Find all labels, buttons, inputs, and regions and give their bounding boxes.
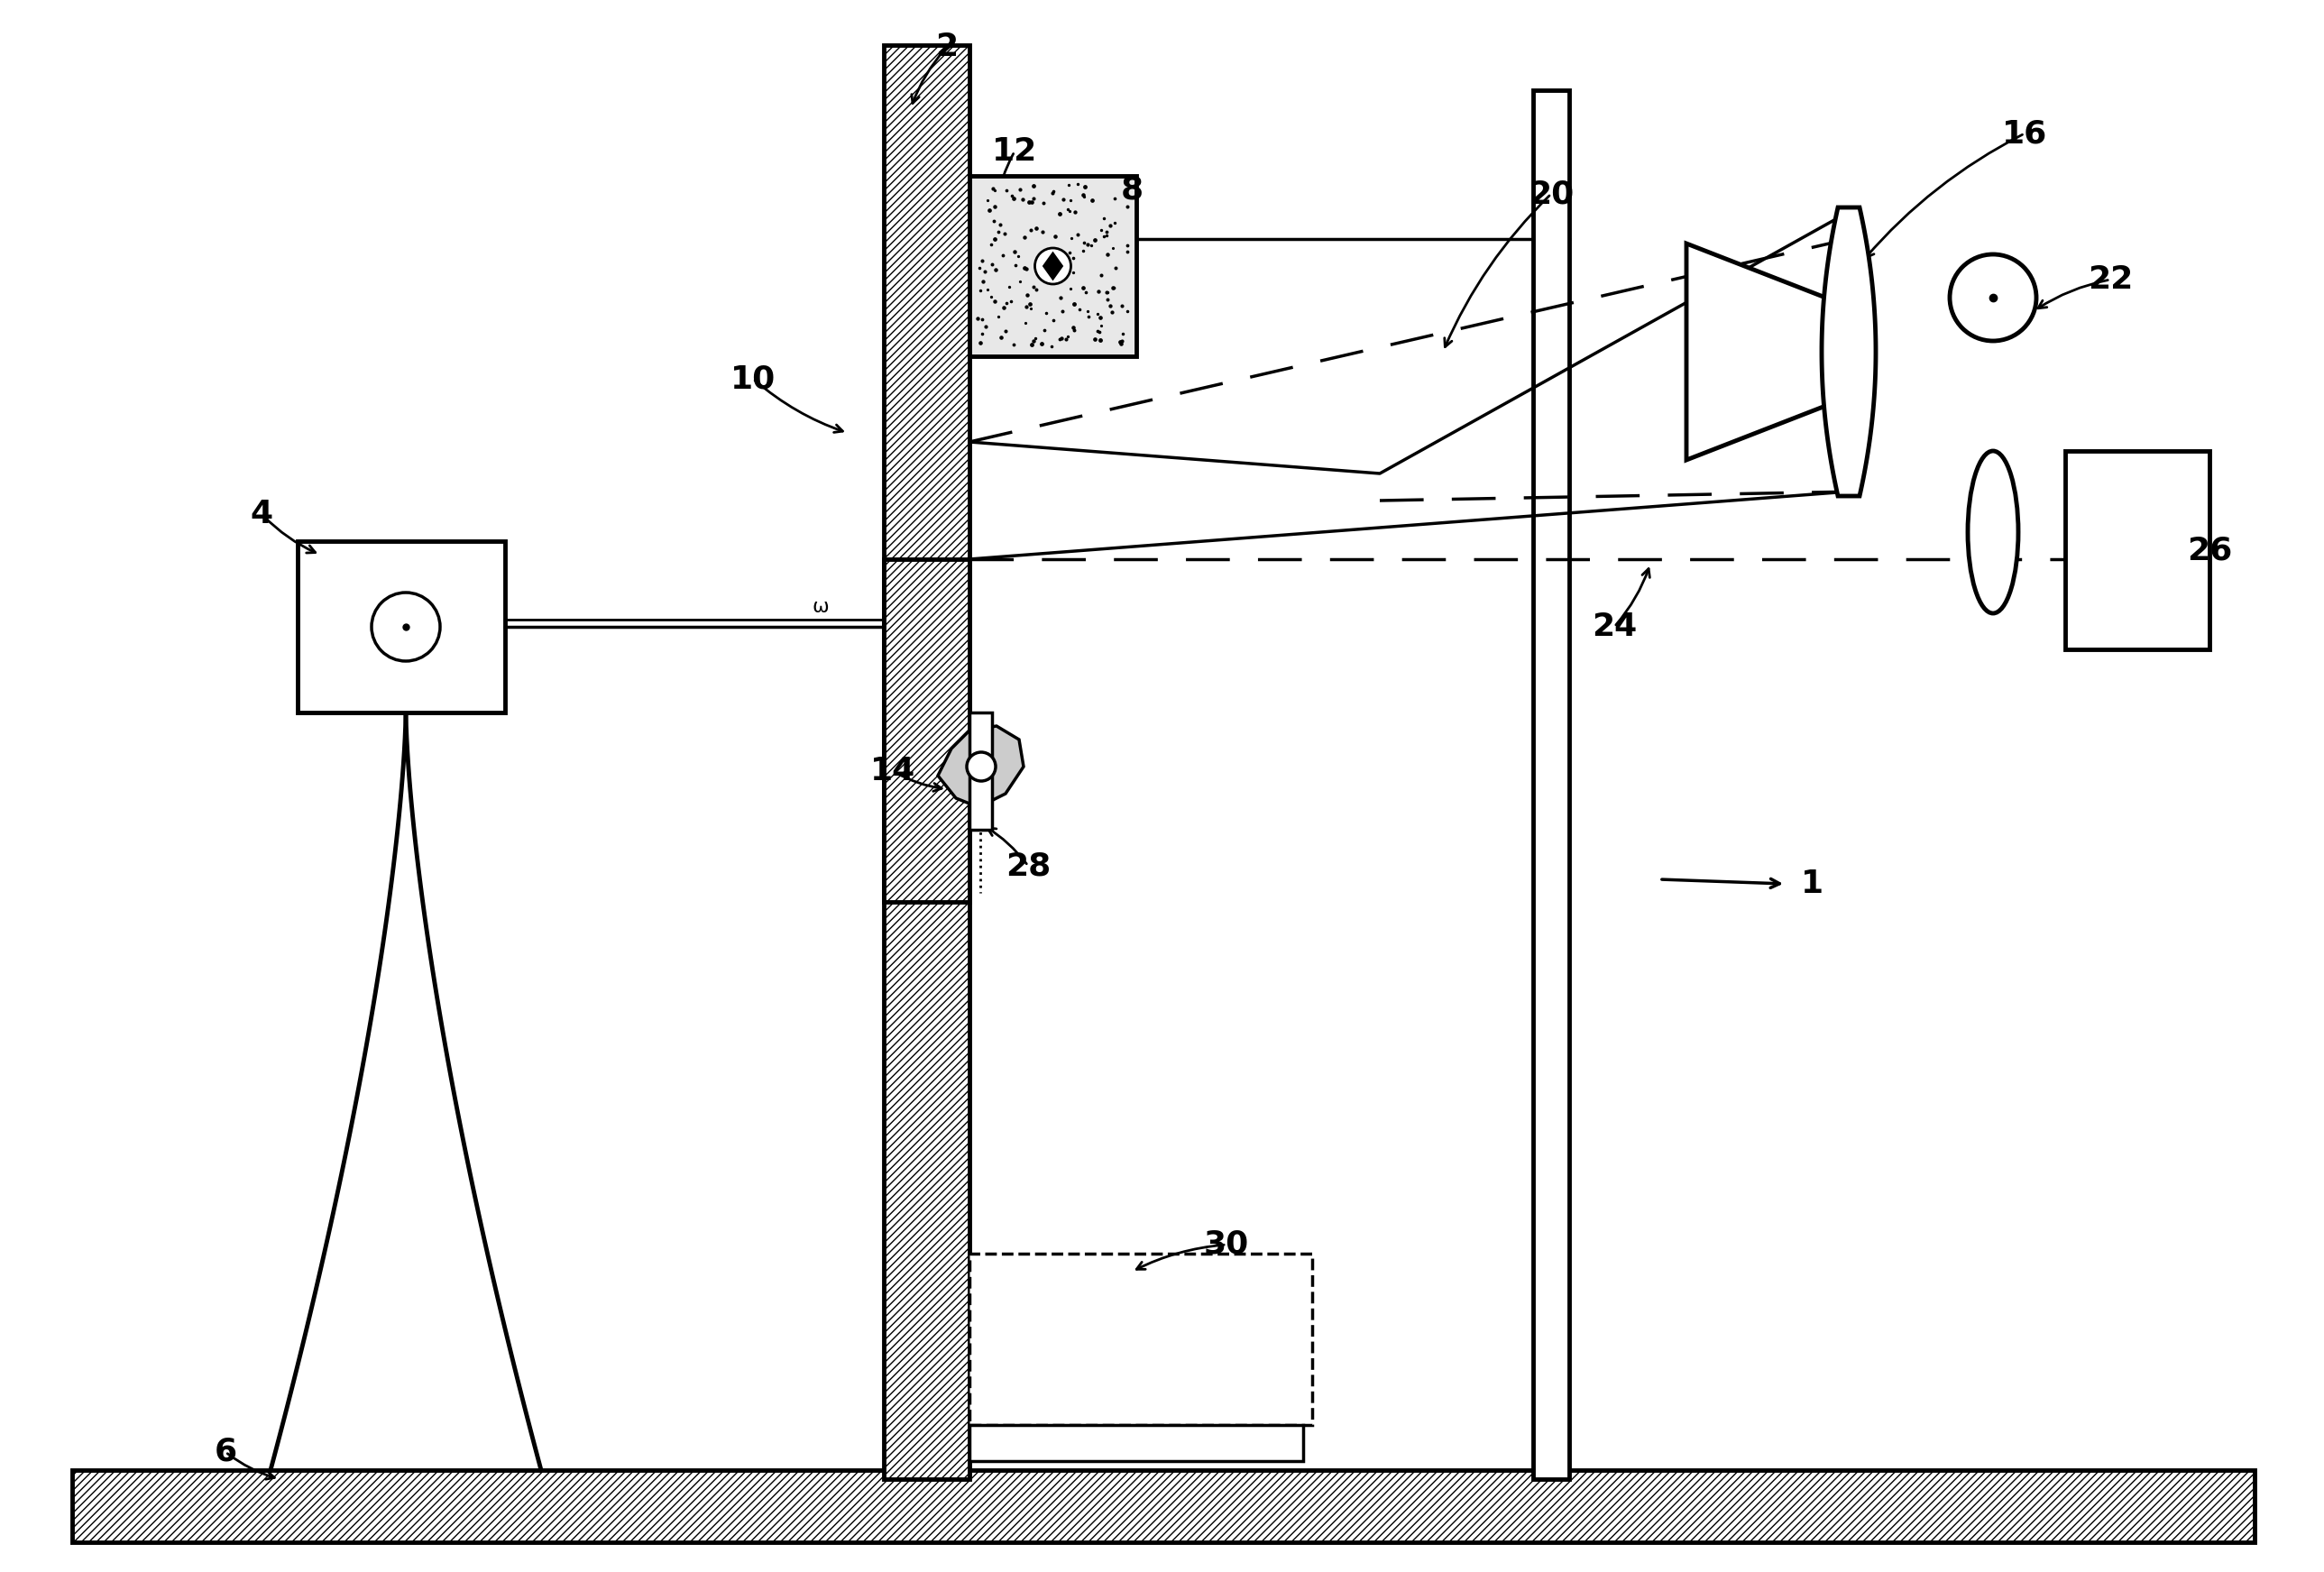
Circle shape [1034,248,1071,285]
Text: 10: 10 [730,363,776,395]
Circle shape [1950,255,2036,341]
Text: 8: 8 [1120,174,1143,204]
Polygon shape [1043,253,1062,278]
Text: 14: 14 [869,756,916,786]
Bar [969,176,1136,357]
Circle shape [967,751,995,781]
Text: 30: 30 [1204,1229,1248,1259]
Text: 12: 12 [992,137,1037,167]
Text: 4: 4 [251,498,272,530]
Bar [883,560,969,902]
Bar [969,1253,1313,1424]
Polygon shape [1687,244,1848,461]
Polygon shape [939,726,1023,806]
Text: 20: 20 [1529,179,1573,209]
Text: 24: 24 [1592,612,1636,641]
Bar [2066,451,2210,649]
Text: 26: 26 [2187,534,2231,566]
Text: 22: 22 [2087,264,2133,296]
Circle shape [372,593,439,662]
Text: 1: 1 [1801,868,1824,899]
Bar [1534,90,1569,1479]
Text: ω: ω [813,597,830,616]
Bar [883,46,969,1479]
Ellipse shape [1968,451,2017,613]
Text: 28: 28 [1006,850,1050,882]
Bar [72,1470,2254,1542]
Bar [969,1424,1304,1460]
Polygon shape [1822,208,1875,497]
Text: 6: 6 [214,1437,237,1467]
Bar [969,712,992,830]
Text: 2: 2 [937,31,957,63]
Text: 16: 16 [2001,118,2047,149]
Bar [297,541,504,712]
